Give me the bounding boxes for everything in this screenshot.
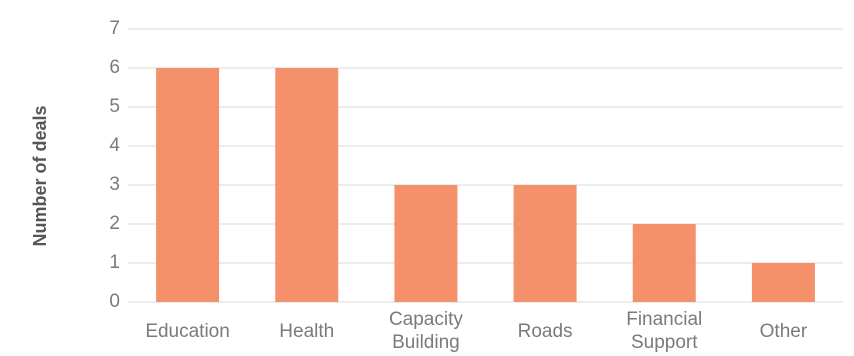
y-tick-label: 4 [109,135,120,156]
bar-roads [514,185,577,302]
y-tick-label: 5 [109,96,120,117]
bar-health [275,68,338,302]
y-tick-label: 3 [109,174,120,195]
x-tick-label: Health [279,321,334,342]
y-tick-label: 6 [109,57,120,78]
y-axis-ticks: 0 1 2 3 4 5 6 7 [109,18,120,312]
y-tick-label: 0 [109,291,120,312]
x-tick-label: Education [145,321,230,342]
x-tick-label: Roads [518,321,573,342]
bar-education [156,68,219,302]
x-axis-labels: Education Health Capacity Building Roads Fina… [145,309,808,353]
bar-other [752,263,815,302]
bar-capacity-building [394,185,457,302]
x-tick-label: Capacity Building [389,309,463,353]
x-tick-label: Other [760,321,808,342]
x-tick-label: Financial Support [626,309,702,353]
gridlines [128,29,843,302]
y-tick-label: 2 [109,213,120,234]
y-axis-label: Number of deals [30,105,50,246]
y-tick-label: 7 [109,18,120,39]
y-tick-label: 1 [109,252,120,273]
bar-financial-support [633,224,696,302]
